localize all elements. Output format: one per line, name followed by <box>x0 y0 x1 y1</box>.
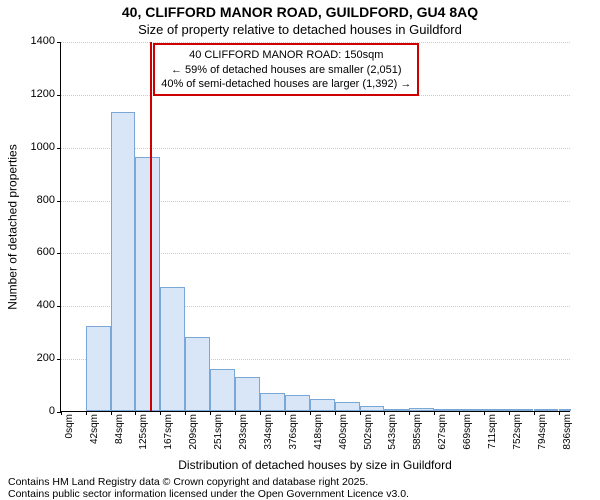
histogram-bar <box>260 393 285 412</box>
histogram-bar <box>459 409 484 411</box>
x-tick-label: 502sqm <box>363 414 374 450</box>
x-tick-label: 334sqm <box>263 414 274 450</box>
x-tick-label: 376sqm <box>288 414 299 450</box>
histogram-bar <box>210 369 235 411</box>
x-tick-label: 669sqm <box>462 414 473 450</box>
x-tick-label: 251sqm <box>213 414 224 450</box>
x-tick-label: 167sqm <box>163 414 174 450</box>
histogram-bar <box>384 409 409 411</box>
histogram-bar <box>559 409 571 411</box>
y-tick-label: 800 <box>37 194 61 206</box>
x-tick-mark <box>61 411 62 415</box>
x-tick-mark <box>384 411 385 415</box>
histogram-bar <box>285 395 310 411</box>
x-tick-mark <box>310 411 311 415</box>
x-tick-label: 293sqm <box>238 414 249 450</box>
x-tick-mark <box>260 411 261 415</box>
y-tick-label: 200 <box>37 352 61 364</box>
y-axis-label: Number of detached properties <box>6 42 20 412</box>
histogram-bar <box>335 402 360 411</box>
chart-subtitle: Size of property relative to detached ho… <box>0 22 600 37</box>
annotation-line: ← 59% of detached houses are smaller (2,… <box>161 63 411 77</box>
x-tick-label: 84sqm <box>114 414 125 444</box>
x-tick-label: 627sqm <box>437 414 448 450</box>
y-tick-label: 1400 <box>31 35 61 47</box>
x-tick-mark <box>235 411 236 415</box>
x-tick-label: 460sqm <box>338 414 349 450</box>
annotation-box: 40 CLIFFORD MANOR ROAD: 150sqm← 59% of d… <box>153 43 419 96</box>
y-tick-label: 0 <box>49 405 61 417</box>
histogram-bar <box>111 112 135 411</box>
x-tick-mark <box>360 411 361 415</box>
footer-line-2: Contains public sector information licen… <box>8 488 409 500</box>
x-tick-mark <box>210 411 211 415</box>
chart-title: 40, CLIFFORD MANOR ROAD, GUILDFORD, GU4 … <box>0 4 600 20</box>
annotation-line: 40 CLIFFORD MANOR ROAD: 150sqm <box>161 48 411 62</box>
x-tick-label: 209sqm <box>188 414 199 450</box>
x-tick-label: 711sqm <box>487 414 498 449</box>
x-tick-mark <box>559 411 560 415</box>
x-tick-mark <box>409 411 410 415</box>
x-tick-mark <box>185 411 186 415</box>
x-tick-mark <box>86 411 87 415</box>
bars-area <box>61 42 570 411</box>
x-tick-label: 543sqm <box>387 414 398 450</box>
x-tick-mark <box>160 411 161 415</box>
x-tick-label: 585sqm <box>412 414 423 450</box>
histogram-bar <box>409 408 434 411</box>
histogram-bar <box>185 337 210 411</box>
x-tick-mark <box>111 411 112 415</box>
histogram-bar <box>235 377 259 411</box>
x-tick-label: 836sqm <box>562 414 573 450</box>
x-axis-label: Distribution of detached houses by size … <box>60 458 570 472</box>
x-tick-mark <box>434 411 435 415</box>
x-tick-label: 418sqm <box>313 414 324 450</box>
histogram-bar <box>310 399 335 411</box>
x-tick-label: 752sqm <box>512 414 523 450</box>
chart-container: 40, CLIFFORD MANOR ROAD, GUILDFORD, GU4 … <box>0 0 600 500</box>
x-tick-mark <box>135 411 136 415</box>
y-axis-label-text: Number of detached properties <box>6 144 20 309</box>
histogram-bar <box>160 287 185 411</box>
x-tick-mark <box>285 411 286 415</box>
plot-area: 02004006008001000120014000sqm42sqm84sqm1… <box>60 42 570 412</box>
x-tick-label: 794sqm <box>537 414 548 450</box>
x-tick-mark <box>335 411 336 415</box>
y-tick-label: 1000 <box>31 141 61 153</box>
y-tick-label: 600 <box>37 246 61 258</box>
x-tick-mark <box>534 411 535 415</box>
histogram-bar <box>434 409 459 411</box>
y-tick-label: 1200 <box>31 88 61 100</box>
y-tick-label: 400 <box>37 299 61 311</box>
histogram-bar <box>509 409 534 411</box>
property-marker-line <box>150 42 152 411</box>
histogram-bar <box>135 157 160 411</box>
histogram-bar <box>360 406 384 411</box>
x-tick-mark <box>484 411 485 415</box>
x-tick-label: 0sqm <box>64 414 75 438</box>
x-tick-mark <box>509 411 510 415</box>
x-tick-label: 42sqm <box>89 414 100 444</box>
histogram-bar <box>534 409 559 411</box>
histogram-bar <box>484 409 508 411</box>
annotation-line: 40% of semi-detached houses are larger (… <box>161 77 411 91</box>
footer-line-1: Contains HM Land Registry data © Crown c… <box>8 476 368 488</box>
x-tick-label: 125sqm <box>138 414 149 450</box>
x-tick-mark <box>459 411 460 415</box>
histogram-bar <box>86 326 111 411</box>
